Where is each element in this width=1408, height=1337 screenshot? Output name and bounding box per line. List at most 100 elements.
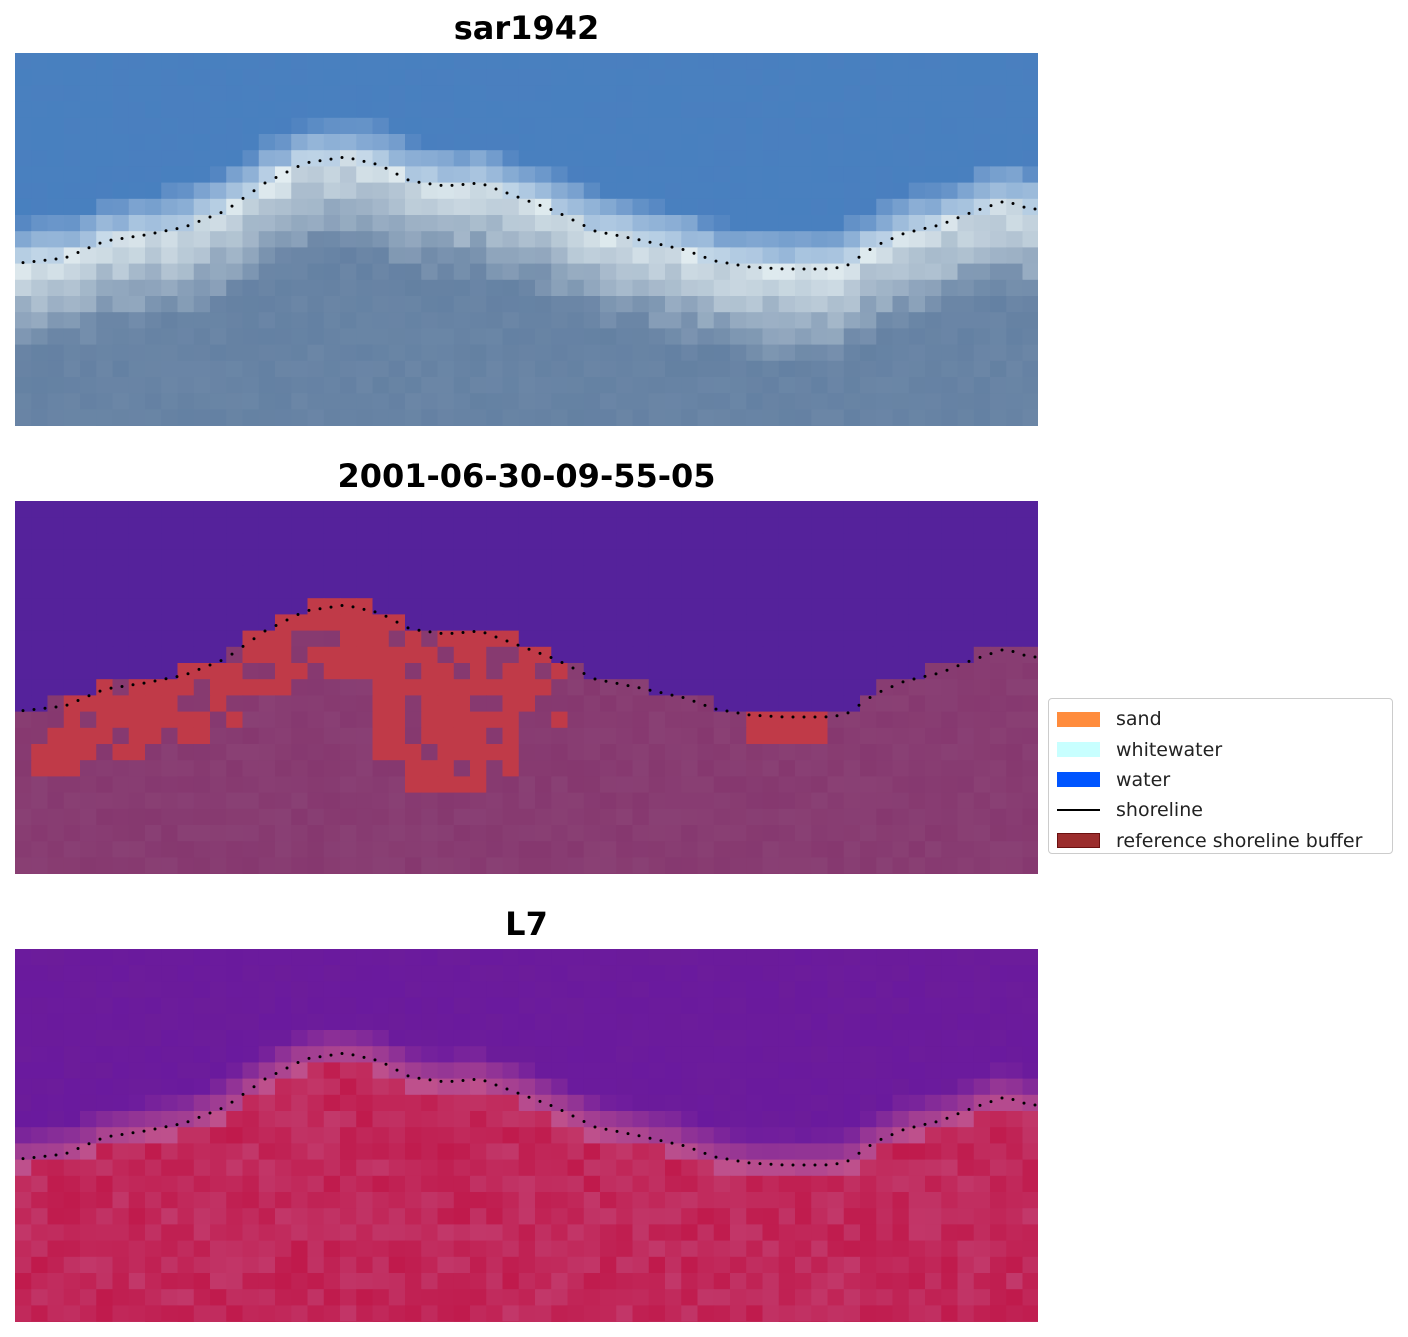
pixel bbox=[437, 1240, 455, 1258]
pixel bbox=[486, 1111, 504, 1128]
pixel bbox=[843, 1208, 861, 1225]
pixel bbox=[405, 1078, 422, 1096]
pixel bbox=[145, 328, 162, 346]
pixel bbox=[762, 965, 780, 982]
pixel bbox=[128, 981, 146, 999]
pixel bbox=[990, 1305, 1007, 1322]
pixel bbox=[778, 393, 796, 410]
pixel bbox=[746, 1046, 764, 1063]
pixel bbox=[388, 247, 406, 265]
pixel bbox=[161, 117, 179, 135]
pixel bbox=[210, 549, 227, 567]
pixel bbox=[730, 517, 747, 534]
pixel bbox=[795, 166, 812, 184]
pixel bbox=[567, 1013, 585, 1031]
pixel bbox=[860, 997, 877, 1015]
pixel bbox=[713, 344, 731, 362]
pixel bbox=[453, 1224, 471, 1242]
pixel bbox=[843, 727, 861, 745]
pixel bbox=[518, 279, 536, 297]
pixel bbox=[177, 215, 195, 232]
pixel bbox=[453, 965, 471, 982]
pixel bbox=[128, 393, 146, 410]
pixel bbox=[210, 1224, 227, 1242]
pixel bbox=[275, 85, 292, 103]
pixel bbox=[697, 344, 715, 362]
pixel bbox=[827, 582, 845, 599]
pixel bbox=[892, 85, 910, 103]
pixel bbox=[860, 727, 877, 745]
pixel bbox=[356, 296, 374, 313]
pixel bbox=[518, 1305, 536, 1322]
pixel bbox=[128, 776, 146, 794]
legend-item-sand: sand bbox=[1057, 704, 1384, 734]
pixel bbox=[665, 215, 682, 232]
pixel bbox=[616, 150, 634, 167]
pixel bbox=[827, 69, 845, 86]
shoreline-dot bbox=[868, 248, 872, 251]
pixel bbox=[925, 1273, 942, 1290]
pixel bbox=[470, 582, 487, 599]
pixel bbox=[665, 409, 682, 426]
pixel bbox=[567, 247, 585, 265]
pixel bbox=[973, 1224, 991, 1242]
pixel bbox=[291, 1127, 309, 1144]
pixel bbox=[453, 565, 471, 583]
pixel bbox=[681, 377, 699, 394]
pixel bbox=[892, 1240, 910, 1258]
pixel bbox=[518, 344, 536, 362]
pixel bbox=[1022, 69, 1038, 86]
pixel bbox=[356, 1078, 374, 1096]
pixel bbox=[795, 1289, 812, 1306]
pixel bbox=[941, 263, 959, 281]
pixel bbox=[941, 1305, 959, 1322]
pixel bbox=[210, 198, 227, 216]
pixel bbox=[730, 134, 747, 151]
pixel bbox=[193, 517, 211, 534]
pixel bbox=[437, 1208, 455, 1225]
pixel bbox=[258, 263, 276, 281]
pixel bbox=[80, 1256, 97, 1274]
pixel bbox=[762, 630, 780, 648]
shoreline-dot bbox=[934, 224, 938, 228]
pixel bbox=[453, 215, 471, 232]
pixel bbox=[600, 679, 617, 696]
pixel bbox=[128, 263, 146, 281]
pixel bbox=[291, 630, 309, 648]
pixel bbox=[957, 727, 975, 745]
pixel bbox=[47, 69, 65, 86]
pixel bbox=[128, 1062, 146, 1080]
pixel bbox=[632, 53, 650, 70]
pixel bbox=[80, 997, 97, 1015]
pixel bbox=[665, 117, 682, 135]
pixel bbox=[177, 1030, 195, 1047]
pixel bbox=[372, 53, 390, 70]
pixel bbox=[405, 231, 422, 248]
pixel bbox=[908, 549, 926, 567]
pixel bbox=[258, 965, 276, 982]
pixel bbox=[291, 695, 309, 713]
pixel bbox=[177, 1175, 195, 1193]
pixel bbox=[128, 69, 146, 86]
pixel bbox=[372, 549, 390, 567]
pixel bbox=[941, 101, 959, 119]
pixel bbox=[193, 1078, 211, 1096]
pixel bbox=[453, 360, 471, 378]
pixel bbox=[681, 101, 699, 119]
pixel bbox=[31, 279, 49, 297]
pixel bbox=[567, 1094, 585, 1112]
pixel bbox=[648, 231, 666, 248]
pixel bbox=[63, 744, 81, 761]
pixel bbox=[665, 825, 682, 842]
shoreline-dot bbox=[1022, 653, 1026, 657]
pixel bbox=[730, 360, 747, 378]
pixel bbox=[681, 1175, 699, 1193]
pixel bbox=[177, 1078, 195, 1096]
pixel bbox=[843, 582, 861, 599]
pixel bbox=[518, 549, 536, 567]
pixel bbox=[453, 344, 471, 362]
pixel bbox=[518, 85, 536, 103]
pixel bbox=[1006, 328, 1024, 346]
pixel bbox=[925, 1013, 942, 1031]
pixel bbox=[990, 344, 1007, 362]
